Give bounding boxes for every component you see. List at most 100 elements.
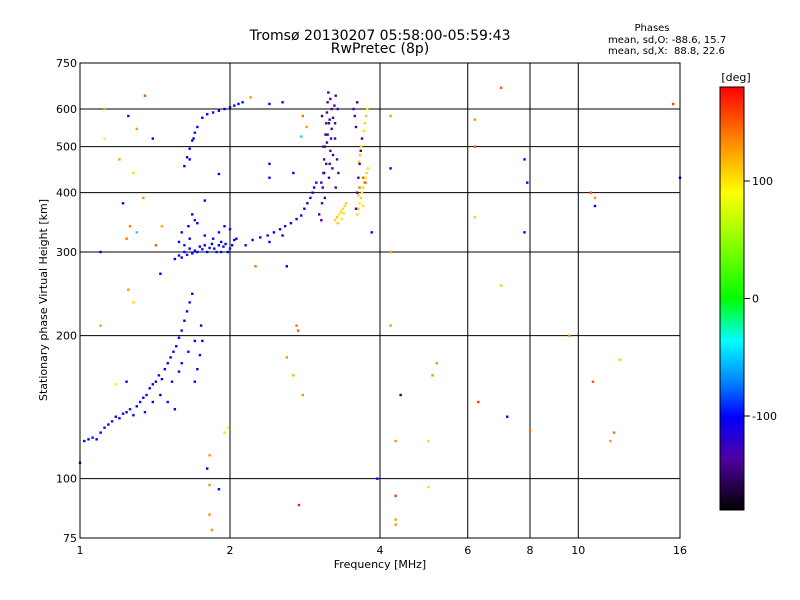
data-point	[297, 503, 301, 507]
data-point	[193, 219, 197, 222]
data-point	[154, 244, 158, 247]
data-point	[266, 234, 269, 237]
data-point	[365, 107, 369, 111]
data-point	[364, 114, 368, 118]
data-point	[526, 181, 529, 184]
data-point	[180, 329, 183, 332]
data-point	[211, 111, 215, 114]
data-point	[268, 162, 271, 166]
data-point	[110, 420, 114, 423]
colorbar-ticks: 100 0 -100	[744, 175, 777, 423]
data-point	[361, 186, 365, 189]
data-point	[295, 324, 298, 327]
data-point	[148, 387, 151, 390]
data-point	[210, 528, 214, 532]
data-point	[188, 237, 191, 240]
data-point	[138, 400, 142, 404]
data-point	[341, 207, 345, 210]
data-point	[185, 156, 189, 159]
data-point	[125, 411, 128, 414]
data-point	[201, 339, 204, 343]
chart-subtitle: RwPretec (8p)	[331, 41, 429, 57]
data-point	[360, 137, 364, 140]
data-point	[188, 147, 191, 150]
data-point	[223, 225, 226, 228]
data-point	[151, 400, 155, 404]
data-point	[323, 196, 327, 200]
data-point	[331, 167, 334, 170]
data-point	[362, 129, 365, 132]
colorbar-tick-label: 0	[752, 293, 759, 306]
x-tick-label: 6	[464, 544, 471, 557]
data-point	[196, 125, 199, 129]
data-point	[128, 408, 132, 411]
data-point	[370, 231, 373, 234]
data-point	[183, 250, 186, 254]
data-point	[135, 127, 138, 131]
data-point	[354, 207, 358, 210]
data-point	[358, 202, 361, 205]
y-tick-label: 100	[56, 473, 77, 486]
data-point	[180, 362, 183, 365]
y-tick-label: 500	[56, 141, 77, 154]
data-point	[99, 431, 102, 434]
data-point	[360, 145, 363, 148]
data-point	[172, 350, 175, 353]
data-point	[226, 250, 230, 254]
data-point	[427, 439, 430, 443]
data-point	[359, 196, 362, 200]
data-point	[163, 367, 167, 371]
data-point	[199, 324, 203, 327]
data-point	[357, 176, 360, 179]
data-point	[363, 122, 367, 125]
data-point	[99, 324, 102, 327]
data-point	[306, 202, 309, 205]
data-point	[268, 240, 271, 244]
data-point	[361, 176, 365, 179]
data-point	[127, 288, 130, 291]
data-point	[135, 405, 138, 408]
data-point	[183, 164, 186, 168]
data-point	[208, 454, 211, 457]
data-point	[233, 104, 236, 107]
data-point	[399, 393, 402, 397]
phases-x-line: mean, sd,X: 88.8, 22.6	[608, 46, 725, 57]
data-point	[327, 91, 330, 94]
data-point	[281, 101, 284, 104]
data-point	[170, 380, 174, 383]
data-point	[160, 377, 164, 381]
data-point	[233, 238, 236, 242]
data-point	[364, 176, 367, 179]
data-point	[196, 250, 199, 254]
data-point	[228, 247, 232, 250]
data-point	[217, 244, 221, 247]
data-point	[142, 396, 145, 399]
data-point	[322, 171, 326, 175]
data-point	[211, 237, 215, 240]
data-point	[357, 160, 361, 163]
data-point	[196, 221, 199, 225]
data-point	[180, 256, 183, 259]
data-point	[323, 145, 327, 148]
data-point	[201, 116, 204, 120]
data-point	[237, 102, 240, 106]
data-point	[169, 356, 172, 359]
data-point	[336, 221, 339, 225]
data-point	[389, 250, 392, 254]
data-point	[191, 252, 194, 255]
data-point	[278, 228, 282, 231]
colorbar-label: [deg]	[721, 71, 750, 84]
data-point	[224, 242, 227, 246]
data-point	[333, 122, 337, 125]
data-point	[228, 228, 232, 231]
x-tick-label: 8	[527, 544, 534, 557]
data-point	[114, 383, 118, 386]
data-point	[157, 374, 161, 377]
data-point	[473, 216, 477, 219]
data-point	[505, 415, 509, 418]
data-point	[365, 171, 368, 175]
data-point	[315, 181, 318, 184]
data-point	[145, 393, 148, 397]
data-point	[285, 265, 288, 268]
data-point	[143, 411, 147, 414]
